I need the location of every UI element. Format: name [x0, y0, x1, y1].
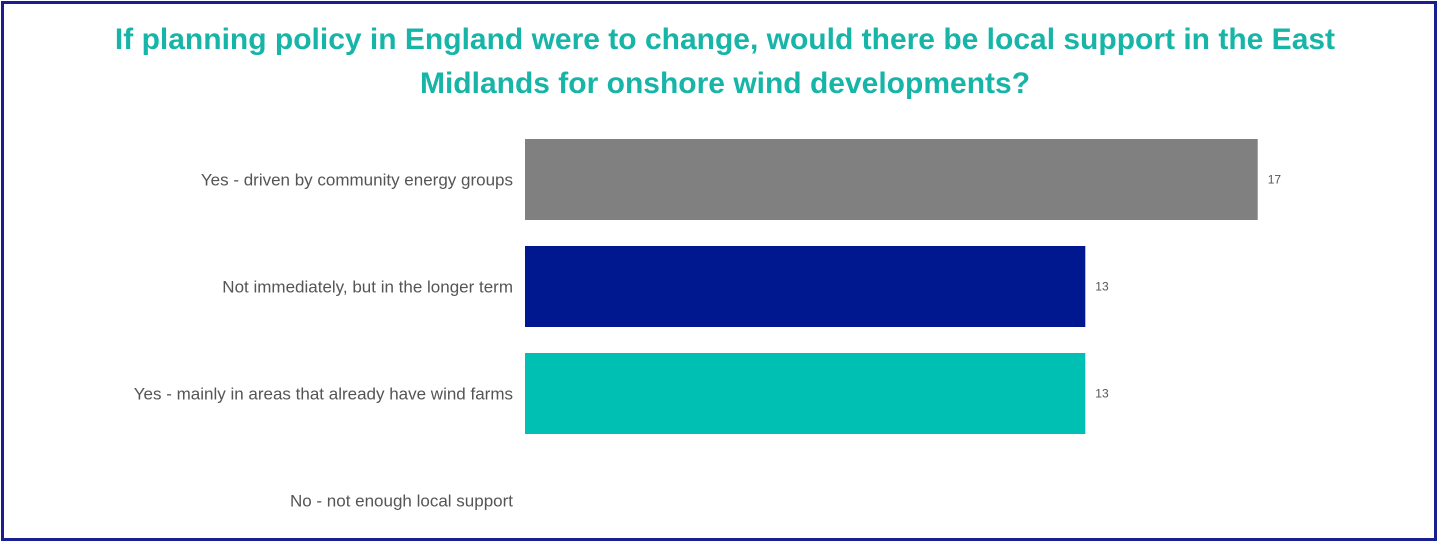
bar-chart: Yes - driven by community energy groups 1… — [134, 139, 1282, 511]
value-label: 13 — [1095, 387, 1109, 401]
value-label: 13 — [1095, 280, 1109, 294]
category-label: No - not enough local support — [290, 492, 513, 511]
category-label: Yes - mainly in areas that already have … — [134, 385, 513, 404]
bar[interactable] — [525, 246, 1086, 327]
value-label: 17 — [1268, 173, 1282, 187]
category-label: Not immediately, but in the longer term — [222, 278, 513, 297]
chart-title: If planning policy in England were to ch… — [114, 23, 1336, 100]
bar[interactable] — [525, 353, 1086, 434]
bar[interactable] — [525, 139, 1258, 220]
category-label: Yes - driven by community energy groups — [201, 171, 513, 190]
